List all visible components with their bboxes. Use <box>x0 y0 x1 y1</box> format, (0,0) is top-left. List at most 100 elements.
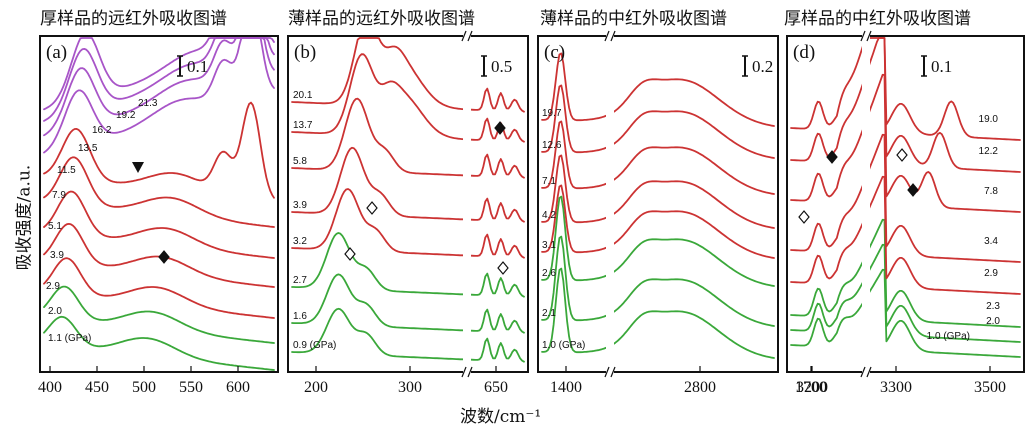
break-mark <box>467 366 473 378</box>
spectrum-0.9 <box>291 307 525 363</box>
filled-diamond-marker <box>907 183 919 197</box>
series-label: 1.0 (GPa) <box>542 340 585 351</box>
scale-bar-label: 0.5 <box>491 57 512 76</box>
series-label: 3.1 <box>542 240 556 251</box>
panel-a-title: 厚样品的远红外吸收图谱 <box>40 9 227 29</box>
open-diamond-marker <box>896 148 908 162</box>
series-label: 16.2 <box>92 125 112 136</box>
x-tick-label: 3500 <box>974 379 1006 396</box>
panel-frame <box>287 35 529 373</box>
x-tick-label: 3300 <box>880 379 912 396</box>
spectrum-1.1 <box>43 315 275 371</box>
series-label: 19.0 <box>979 114 999 125</box>
series-label: 2.6 <box>542 268 556 279</box>
spectrum-19.0 <box>790 37 1021 141</box>
panel-frame <box>39 35 279 373</box>
break-mark <box>866 30 872 42</box>
spectrum-3.4 <box>790 133 1021 263</box>
axis-break <box>606 32 614 376</box>
panel-b <box>287 30 529 378</box>
spectrum-19.2 <box>43 37 275 122</box>
series-label: 3.4 <box>984 236 998 247</box>
panel-c <box>537 30 813 378</box>
spectrum-2.0 <box>790 243 1021 343</box>
x-tick-label: 650 <box>484 379 508 396</box>
x-tick-label: 450 <box>85 379 109 396</box>
series-label: 3.9 <box>293 200 307 211</box>
filled-diamond-marker <box>158 250 170 264</box>
spectrum-19.7 <box>541 52 775 127</box>
spectrum-11.5 <box>43 101 275 199</box>
panel-frame <box>537 35 779 373</box>
spectrum-3.9 <box>43 223 275 288</box>
filled-diamond-marker <box>826 150 838 164</box>
x-tick-label: 300 <box>398 379 422 396</box>
open-diamond-marker <box>366 201 378 215</box>
break-mark <box>467 30 473 42</box>
spectrum-2.3 <box>790 218 1021 328</box>
spectrum-4.2 <box>541 154 775 229</box>
panel-a <box>39 35 279 373</box>
series-label: 19.7 <box>542 108 562 119</box>
panel-d <box>786 30 1025 378</box>
spectrum-13.5 <box>43 37 275 154</box>
scale-bar-label: 0.1 <box>187 57 208 76</box>
x-tick-label: 550 <box>179 379 203 396</box>
panel-c-title: 薄样品的中红外吸收图谱 <box>540 9 727 29</box>
x-tick-label: 600 <box>226 379 250 396</box>
x-tick-label: 200 <box>304 379 328 396</box>
series-label: 0.9 (GPa) <box>293 340 336 351</box>
spectrum-1.6 <box>291 273 525 334</box>
spectrum-2.7 <box>291 232 525 298</box>
series-label: 1.6 <box>293 311 307 322</box>
spectrum-7.9 <box>43 156 275 228</box>
series-label: 13.5 <box>78 143 98 154</box>
series-label: 19.2 <box>116 110 136 121</box>
series-label: 7.9 <box>52 190 66 201</box>
spectrum-5.8 <box>291 97 525 179</box>
break-mark <box>604 30 610 42</box>
series-label: 1.1 (GPa) <box>48 333 91 344</box>
series-label: 2.1 <box>542 308 556 319</box>
series-label: 7.8 <box>984 186 998 197</box>
axis-break <box>463 32 471 376</box>
filled-diamond-marker <box>494 121 506 135</box>
scale-bar-label: 0.1 <box>931 57 952 76</box>
break-mark <box>860 30 866 42</box>
x-tick-label: 2800 <box>684 379 716 396</box>
spectrum-7.8 <box>790 73 1021 213</box>
series-label: 20.1 <box>293 90 313 101</box>
spectrum-12.6 <box>541 84 775 159</box>
open-diamond-marker <box>344 247 356 261</box>
spectrum-5.1 <box>43 190 275 259</box>
open-diamond-marker <box>798 210 810 224</box>
x-tick-label: 1700 <box>795 379 827 396</box>
series-label: 5.8 <box>293 156 307 167</box>
triangle-marker <box>132 162 144 173</box>
series-label: 13.7 <box>293 120 313 131</box>
scale-bar-label: 0.2 <box>752 57 773 76</box>
spectrum-7.1 <box>541 120 775 195</box>
spectrum-2.9 <box>43 257 275 319</box>
spectrum-20.1 <box>291 37 525 113</box>
series-label: 2.9 <box>46 281 60 292</box>
series-label: 12.6 <box>542 140 562 151</box>
x-tick-label: 3200 <box>796 379 828 396</box>
open-diamond-marker <box>497 261 509 275</box>
series-label: 11.5 <box>57 165 76 176</box>
break-mark <box>610 30 616 42</box>
panel-label: (b) <box>294 42 316 63</box>
series-label: 2.9 <box>984 268 998 279</box>
x-tick-label: 400 <box>38 379 62 396</box>
spectrum-2.6 <box>541 195 775 287</box>
axis-break <box>862 32 870 376</box>
spectrum-2.0 <box>43 285 275 344</box>
spectrum-2.1 <box>541 235 775 327</box>
break-mark <box>860 366 866 378</box>
break-mark <box>866 366 872 378</box>
spectrum-1.0 <box>790 268 1021 358</box>
panel-d-title: 厚样品的中红外吸收图谱 <box>784 9 971 29</box>
spectrum-1.0 <box>541 267 775 359</box>
series-label: 3.2 <box>293 236 307 247</box>
